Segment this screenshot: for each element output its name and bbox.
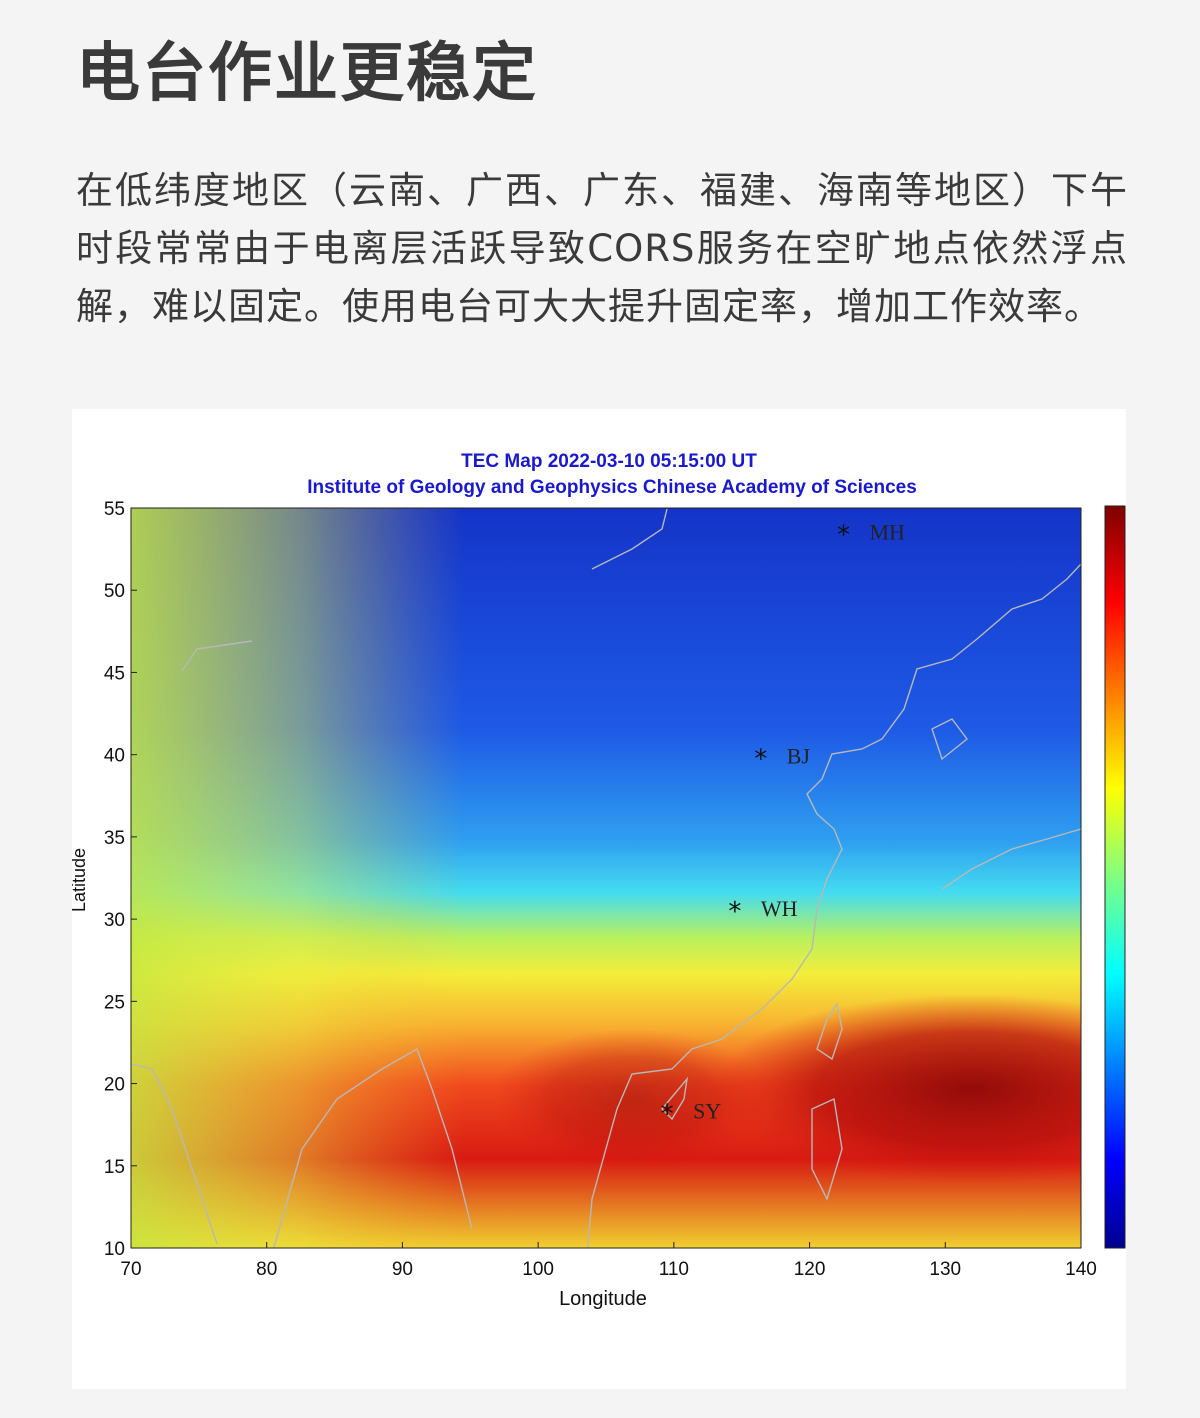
station-wh: * WH	[728, 896, 797, 927]
y-tick-label: 25	[104, 992, 125, 1013]
colorbar	[1104, 505, 1126, 1249]
station-marker-icon: *	[837, 521, 850, 551]
plot-frame	[130, 507, 1082, 1249]
x-tick-label: 140	[1065, 1259, 1097, 1280]
map-subtitle: Institute of Geology and Geophysics Chin…	[307, 477, 917, 498]
stations-layer: * MH * BJ * WH * SY	[661, 520, 905, 1130]
y-axis-ticks: 55 50 45 40 35 30 25 20 15 10	[104, 499, 137, 1260]
station-marker-icon: *	[661, 1100, 674, 1130]
tec-map-svg: TEC Map 2022-03-10 05:15:00 UT Institute…	[72, 451, 1126, 1310]
y-tick-label: 55	[104, 499, 125, 520]
station-label: WH	[761, 896, 798, 921]
station-bj: * BJ	[754, 743, 810, 774]
y-tick-label: 10	[104, 1239, 125, 1260]
y-axis-label: Latitude	[72, 848, 89, 912]
y-tick-label: 50	[104, 581, 125, 602]
y-tick-label: 40	[104, 746, 125, 767]
x-tick-label: 110	[659, 1259, 689, 1280]
y-tick-label: 20	[104, 1075, 125, 1096]
tec-map-figure: TEC Map 2022-03-10 05:15:00 UT Institute…	[72, 409, 1126, 1389]
station-marker-icon: *	[728, 897, 741, 927]
body-text: 在低纬度地区（云南、广西、广东、福建、海南等地区）下午时段常常由于电离层活跃导致…	[76, 169, 1128, 328]
x-tick-label: 120	[794, 1259, 826, 1280]
x-axis-label: Longitude	[559, 1288, 647, 1310]
y-tick-label: 30	[104, 910, 125, 931]
x-tick-label: 100	[522, 1259, 554, 1280]
y-tick-label: 45	[104, 663, 125, 684]
x-tick-label: 80	[256, 1259, 277, 1280]
x-tick-label: 130	[929, 1259, 961, 1280]
headline: 电台作业更稳定	[76, 37, 538, 111]
x-tick-label: 90	[392, 1259, 413, 1280]
x-tick-label: 70	[120, 1259, 141, 1280]
map-title: TEC Map 2022-03-10 05:15:00 UT	[461, 451, 757, 472]
coastlines	[131, 508, 1081, 1248]
x-axis-ticks: 70 80 90 100 110 120 130 140	[120, 1242, 1097, 1280]
station-label: MH	[870, 520, 906, 545]
y-tick-label: 15	[104, 1157, 125, 1178]
station-label: SY	[693, 1099, 721, 1124]
station-marker-icon: *	[754, 744, 767, 774]
station-sy: * SY	[661, 1099, 722, 1130]
tec-heatmap	[131, 508, 1081, 1248]
station-label: BJ	[787, 743, 811, 768]
y-tick-label: 35	[104, 828, 125, 849]
station-mh: * MH	[837, 520, 905, 551]
